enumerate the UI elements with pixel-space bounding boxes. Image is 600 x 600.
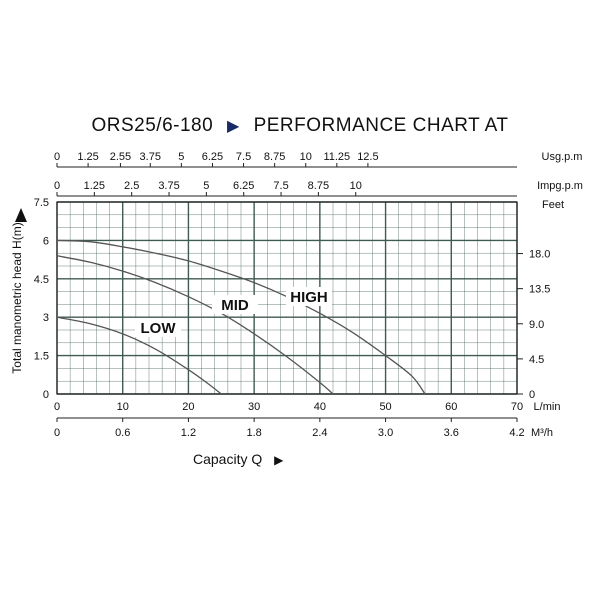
x-tick-label: 40 bbox=[314, 401, 326, 413]
curve-high bbox=[56, 239, 426, 395]
x-tick-label: 70 bbox=[511, 401, 523, 413]
capacity-text: Capacity Q bbox=[193, 451, 263, 467]
y-tick-label: 3 bbox=[43, 312, 49, 324]
series-label-high: HIGH bbox=[290, 289, 328, 306]
impgpm-tick-label: 7.5 bbox=[273, 180, 288, 192]
usgpm-tick-label: 11.25 bbox=[323, 151, 350, 163]
impgpm-tick-label: 3.75 bbox=[158, 180, 179, 192]
m3h-tick-label: 0.6 bbox=[115, 427, 130, 439]
series-label-low: LOW bbox=[141, 320, 177, 337]
curve-low bbox=[56, 316, 222, 395]
x-tick-label: 50 bbox=[379, 401, 391, 413]
usgpm-tick-label: 3.75 bbox=[140, 151, 161, 163]
usgpm-tick-label: 5 bbox=[178, 151, 184, 163]
y-tick-label: 6 bbox=[43, 235, 49, 247]
y-axis-arrow-icon bbox=[15, 208, 27, 222]
tick-labels: 0 1.25 2.55 3.75 5 6.25 7.5 8.75 10 11.25 12.5 Usg.… bbox=[10, 151, 583, 439]
feet-unit: Feet bbox=[542, 199, 564, 211]
m3h-tick-label: 1.8 bbox=[246, 427, 261, 439]
plot-frame bbox=[56, 201, 518, 395]
usgpm-unit: Usg.p.m bbox=[542, 151, 583, 163]
title-model: ORS25/6-180 bbox=[91, 115, 214, 136]
feet-tick-label: 13.5 bbox=[529, 284, 550, 296]
series-label-bg bbox=[135, 318, 181, 337]
x-tick-label: 20 bbox=[182, 401, 194, 413]
impgpm-tick-label: 8.75 bbox=[308, 180, 329, 192]
axes bbox=[15, 163, 523, 422]
m3h-tick-label: 2.4 bbox=[312, 427, 327, 439]
series-labels: LOW MID HIGH bbox=[135, 287, 332, 337]
x-tick-label: 0 bbox=[54, 401, 60, 413]
usgpm-tick-label: 10 bbox=[300, 151, 312, 163]
usgpm-tick-label: 7.5 bbox=[236, 151, 251, 163]
feet-tick-label: 9.0 bbox=[529, 319, 544, 331]
feet-tick-label: 18.0 bbox=[529, 249, 550, 261]
usgpm-tick-label: 8.75 bbox=[264, 151, 285, 163]
usgpm-tick-label: 12.5 bbox=[357, 151, 378, 163]
impgpm-tick-label: 0 bbox=[54, 180, 60, 192]
y-tick-label: 1.5 bbox=[34, 351, 49, 363]
y-tick-label: 7.5 bbox=[34, 197, 49, 209]
title-performance: PERFORMANCE CHART AT bbox=[253, 115, 509, 136]
m3h-tick-label: 1.2 bbox=[181, 427, 196, 439]
x-tick-label: 60 bbox=[445, 401, 457, 413]
series-label-bg bbox=[286, 287, 332, 306]
impgpm-tick-label: 6.25 bbox=[233, 180, 254, 192]
feet-tick-label: 4.5 bbox=[529, 354, 544, 366]
usgpm-tick-label: 0 bbox=[54, 151, 60, 163]
y-axis-label: Total manometric head H(m) bbox=[10, 222, 24, 373]
capacity-label: Capacity Q ▶ bbox=[193, 451, 283, 467]
y-tick-label: 4.5 bbox=[34, 274, 49, 286]
usgpm-tick-label: 1.25 bbox=[77, 151, 98, 163]
series-label-mid: MID bbox=[221, 297, 249, 314]
curve-mid bbox=[56, 255, 334, 395]
m3h-tick-label: 0 bbox=[54, 427, 60, 439]
m3h-tick-label: 3.6 bbox=[444, 427, 459, 439]
m3h-tick-label: 4.2 bbox=[509, 427, 524, 439]
x-tick-label: 30 bbox=[248, 401, 260, 413]
impgpm-tick-label: 5 bbox=[203, 180, 209, 192]
feet-tick-label: 0 bbox=[529, 389, 535, 401]
chart-title: ORS25/6-180 ▶ PERFORMANCE CHART AT bbox=[0, 115, 600, 137]
x-tick-label: 10 bbox=[117, 401, 129, 413]
m3h-tick-label: 3.0 bbox=[378, 427, 393, 439]
usgpm-tick-label: 6.25 bbox=[202, 151, 223, 163]
series-label-bg bbox=[212, 295, 258, 314]
play-triangle-icon-small: ▶ bbox=[274, 453, 284, 467]
curves bbox=[56, 239, 426, 395]
x-unit-lmin: L/min bbox=[534, 401, 561, 413]
y-tick-label: 0 bbox=[43, 389, 49, 401]
play-triangle-icon: ▶ bbox=[226, 118, 240, 135]
usgpm-tick-label: 2.55 bbox=[110, 151, 131, 163]
x-unit-m3h: M³/h bbox=[531, 427, 553, 439]
impgpm-tick-label: 2.5 bbox=[124, 180, 139, 192]
impgpm-tick-label: 10 bbox=[350, 180, 362, 192]
impgpm-tick-label: 1.25 bbox=[84, 180, 105, 192]
impgpm-unit: Impg.p.m bbox=[537, 180, 583, 192]
